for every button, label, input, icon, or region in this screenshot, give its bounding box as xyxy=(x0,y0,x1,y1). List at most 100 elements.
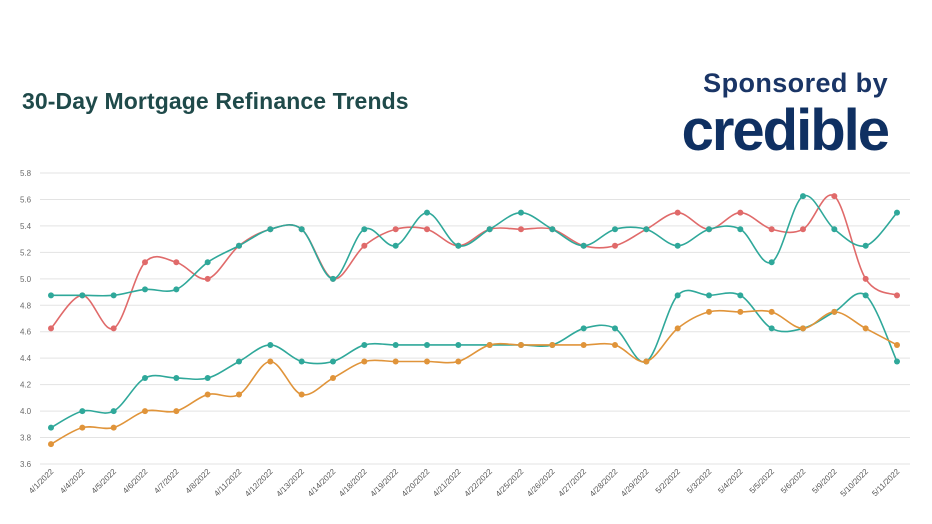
data-point xyxy=(768,226,775,233)
x-tick-label: 4/14/2022 xyxy=(306,467,338,499)
series-2 xyxy=(48,193,900,299)
x-tick-label: 4/4/2022 xyxy=(58,467,87,496)
data-point xyxy=(48,325,54,332)
data-point xyxy=(862,292,869,299)
data-point xyxy=(392,358,399,365)
data-point xyxy=(361,242,368,249)
x-tick-label: 5/11/2022 xyxy=(870,467,901,498)
data-point xyxy=(236,358,242,365)
data-point xyxy=(706,292,712,299)
x-axis: 4/1/2022 4/4/2022 4/5/2022 4/6/2022 4/7/2022… xyxy=(27,467,902,499)
data-point xyxy=(361,358,368,365)
data-point xyxy=(580,325,587,332)
x-tick-label: 4/28/2022 xyxy=(588,467,620,499)
data-point xyxy=(48,292,54,299)
y-tick-label: 5.0 xyxy=(20,275,32,284)
x-tick-label: 4/19/2022 xyxy=(369,467,401,499)
data-point xyxy=(110,408,117,415)
x-tick-label: 4/27/2022 xyxy=(557,467,589,499)
sponsor-logo: credible xyxy=(681,98,890,163)
data-point xyxy=(330,358,336,365)
data-point xyxy=(173,259,180,266)
data-point xyxy=(862,275,869,282)
data-point xyxy=(204,391,211,398)
series-line xyxy=(50,194,898,330)
data-point xyxy=(612,226,618,233)
data-point xyxy=(800,226,806,233)
x-tick-label: 4/22/2022 xyxy=(463,467,495,499)
data-point xyxy=(800,193,806,200)
grid-lines xyxy=(40,172,910,465)
x-tick-label: 4/6/2022 xyxy=(121,467,150,496)
x-tick-label: 4/5/2022 xyxy=(90,467,119,496)
data-point xyxy=(674,242,681,249)
data-point xyxy=(831,226,838,233)
x-tick-label: 4/1/2022 xyxy=(27,467,56,496)
y-tick-label: 4.6 xyxy=(20,328,32,337)
y-tick-label: 4.0 xyxy=(20,407,32,416)
series-group xyxy=(48,193,900,448)
data-point xyxy=(486,341,493,348)
x-tick-label: 4/25/2022 xyxy=(494,467,526,499)
data-point xyxy=(612,341,618,348)
data-point xyxy=(267,226,274,233)
y-tick-label: 5.8 xyxy=(20,169,32,178)
data-point xyxy=(48,424,54,431)
y-tick-label: 5.2 xyxy=(20,248,32,257)
chart-title: 30-Day Mortgage Refinance Trends xyxy=(22,88,409,114)
x-tick-label: 4/7/2022 xyxy=(152,467,181,496)
x-tick-label: 5/5/2022 xyxy=(748,467,777,496)
data-point xyxy=(298,226,305,233)
data-point xyxy=(361,341,368,348)
x-tick-label: 4/8/2022 xyxy=(184,467,213,496)
data-point xyxy=(612,325,618,332)
data-point xyxy=(737,226,744,233)
data-point xyxy=(706,226,712,233)
x-tick-label: 5/4/2022 xyxy=(716,467,745,496)
data-point xyxy=(580,242,587,249)
data-point xyxy=(142,286,148,293)
sponsor-text: Sponsored by xyxy=(703,68,888,98)
data-point xyxy=(580,341,587,348)
data-point xyxy=(142,408,148,415)
data-point xyxy=(204,259,211,266)
data-point xyxy=(330,375,336,382)
x-tick-label: 5/2/2022 xyxy=(654,467,683,496)
data-point xyxy=(424,226,430,233)
data-point xyxy=(236,242,242,249)
series-line xyxy=(50,309,898,445)
data-point xyxy=(48,441,54,448)
x-tick-label: 4/13/2022 xyxy=(275,467,307,499)
x-tick-label: 5/9/2022 xyxy=(810,467,839,496)
data-point xyxy=(110,325,117,332)
data-point xyxy=(330,275,336,282)
data-point xyxy=(549,226,556,233)
x-tick-label: 4/18/2022 xyxy=(337,467,369,499)
data-point xyxy=(549,341,556,348)
x-tick-label: 4/11/2022 xyxy=(212,467,243,498)
data-point xyxy=(79,424,86,431)
data-point xyxy=(424,358,430,365)
sponsor-block: Sponsored by credible xyxy=(681,68,890,163)
data-point xyxy=(518,226,524,233)
data-point xyxy=(737,209,744,216)
x-tick-label: 4/20/2022 xyxy=(400,467,432,499)
y-tick-label: 3.8 xyxy=(20,434,32,443)
data-point xyxy=(768,259,775,266)
y-axis: 3.6 3.8 4.0 4.2 4.4 4.6 4.8 5.0 5.2 5.4 5.6 5.8 xyxy=(20,169,32,469)
y-tick-label: 4.2 xyxy=(20,381,32,390)
y-tick-label: 5.6 xyxy=(20,195,32,204)
x-tick-label: 4/21/2022 xyxy=(431,467,463,499)
data-point xyxy=(173,286,180,293)
y-tick-label: 4.8 xyxy=(20,301,32,310)
data-point xyxy=(643,358,650,365)
data-point xyxy=(204,275,211,282)
data-point xyxy=(142,259,148,266)
data-point xyxy=(110,424,117,431)
data-point xyxy=(392,242,399,249)
data-point xyxy=(79,292,86,299)
data-point xyxy=(768,325,775,332)
series-line xyxy=(50,289,898,429)
data-point xyxy=(674,209,681,216)
